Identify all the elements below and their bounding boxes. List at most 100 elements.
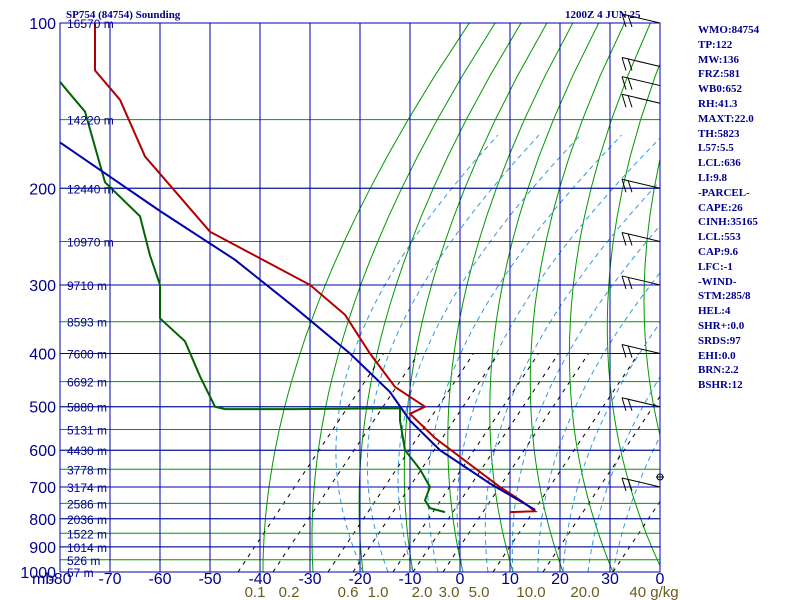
wind-barb [621, 344, 661, 358]
sounding-stat: -WIND- [698, 275, 737, 288]
temperature-tick-label: -70 [98, 571, 121, 588]
temperature-tick-label: -10 [398, 571, 421, 588]
wind-barbs [621, 13, 664, 492]
height-label: 526 m [67, 554, 100, 568]
pressure-unit-label: mb [32, 571, 54, 588]
pressure-tick-label: 800 [29, 512, 56, 529]
temperature-tick-label: 20 [551, 571, 569, 588]
wind-barb [621, 275, 661, 290]
moist-adiabat [537, 272, 660, 572]
sounding-stat: BRN:2.2 [698, 364, 739, 377]
temperature-tick-label: 0 [456, 571, 465, 588]
sounding-profiles [60, 23, 538, 514]
mixing-ratio-line [412, 353, 559, 572]
height-label: 6692 m [67, 376, 107, 390]
height-label: 10970 m [67, 235, 114, 249]
sounding-stat: CAPE:26 [698, 201, 743, 214]
pressure-tick-label: 200 [29, 181, 56, 198]
sounding-stat: RH:41.3 [698, 97, 738, 110]
mixing-ratio-line [272, 353, 419, 572]
height-label: 3778 m [67, 463, 107, 477]
temperature-tick-label: -60 [148, 571, 171, 588]
sounding-stat: CAP:9.6 [698, 245, 739, 258]
wind-barb [621, 56, 661, 71]
mixing-ratio-label: 2.0 [412, 584, 433, 600]
dry-adiabat [311, 23, 496, 572]
wind-barb [621, 13, 661, 28]
sounding-stat: FRZ:581 [698, 68, 741, 81]
sounding-stat: -PARCEL- [698, 186, 750, 199]
wind-barb [621, 76, 661, 90]
chart-date: 1200Z 4 JUN 25 [565, 9, 641, 21]
mixing-ratio-label: 20.0 [570, 584, 599, 600]
temperature-tick-label: -30 [298, 571, 321, 588]
height-label: 1522 m [67, 527, 107, 541]
height-label: 14220 m [67, 114, 114, 128]
height-label: 4430 m [67, 444, 107, 458]
sounding-stat: WMO:84754 [698, 24, 760, 36]
temperature-tick-label: 30 [601, 571, 619, 588]
sounding-stat: BSHR:12 [698, 379, 743, 392]
plot-frame [59, 22, 661, 573]
temperature-tick-label: -80 [48, 571, 71, 588]
height-label: 12440 m [67, 182, 114, 196]
sounding-stat: TP:122 [698, 38, 733, 51]
temperature-axis-end-label: 0 [656, 571, 665, 588]
sounding-stat: MW:136 [698, 53, 739, 66]
mixing-ratio-label: 10.0 [516, 584, 545, 600]
sounding-stat: LI:9.8 [698, 171, 728, 184]
height-label: 5131 m [67, 423, 107, 437]
height-label: 3174 m [67, 481, 107, 495]
moist-adiabat [456, 137, 660, 572]
mixing-ratio-label: 0.1 [245, 584, 266, 600]
pressure-tick-label: 1000 [20, 565, 56, 582]
mixing-ratio-label: 40 g/kg [629, 584, 678, 600]
height-label: 1014 m [67, 541, 107, 555]
pressure-tick-label: 400 [29, 347, 56, 364]
moist-adiabat [612, 435, 660, 572]
height-label: 2586 m [67, 497, 107, 511]
sounding-stat: SRDS:97 [698, 334, 741, 347]
sounding-stat: WB0:652 [698, 83, 742, 96]
surface-wind-marker [656, 473, 664, 481]
wind-barb [621, 231, 661, 246]
height-label: 2036 m [67, 513, 107, 527]
mixing-ratio-line [352, 353, 499, 572]
mixing-ratio-label: 1.0 [368, 584, 389, 600]
wind-barb [621, 477, 661, 492]
height-label: 16570 m [67, 17, 114, 31]
moist-adiabat [587, 376, 660, 572]
wind-barb [621, 178, 661, 193]
mixing-ratio-label: 5.0 [469, 584, 490, 600]
temperature-tick-label: -20 [348, 571, 371, 588]
sounding-stat: EHI:0.0 [698, 349, 736, 362]
temperature-tick-label: 10 [501, 571, 519, 588]
moist-adiabat [562, 322, 660, 572]
mixing-ratio-line [492, 353, 639, 572]
dry-adiabat [489, 23, 600, 572]
height-label: 8593 m [67, 316, 107, 330]
sounding-stat: CINH:35165 [698, 216, 758, 229]
dry-adiabat [262, 23, 470, 572]
pressure-tick-label: 500 [29, 400, 56, 417]
sounding-stat: L57:5.5 [698, 142, 734, 155]
sounding-line-2 [60, 141, 536, 511]
mixing-ratio-label: 3.0 [439, 584, 460, 600]
sounding-stats-panel: WMO:84754 TP:122 MW:136 FRZ:581 WB0:652 RH:41… [698, 23, 798, 393]
wind-barb [621, 397, 661, 411]
chart-title: SP754 (84754) Sounding [66, 9, 181, 21]
sounding-stat: TH:5823 [698, 127, 740, 140]
pressure-tick-label: 300 [29, 278, 56, 295]
temperature-tick-label: -40 [248, 571, 271, 588]
sounding-stat: LFC:-1 [698, 260, 733, 273]
sounding-stat: SHR+:0.0 [698, 319, 745, 332]
mixing-ratio-line [542, 395, 660, 572]
sounding-stat: STM:285/8 [698, 290, 751, 303]
temperature-tick-label: -50 [198, 571, 221, 588]
height-label: 7600 m [67, 348, 107, 362]
pressure-tick-label: 700 [29, 480, 56, 497]
sounding-stat: LCL:636 [698, 157, 741, 170]
pressure-tick-label: 900 [29, 540, 56, 557]
